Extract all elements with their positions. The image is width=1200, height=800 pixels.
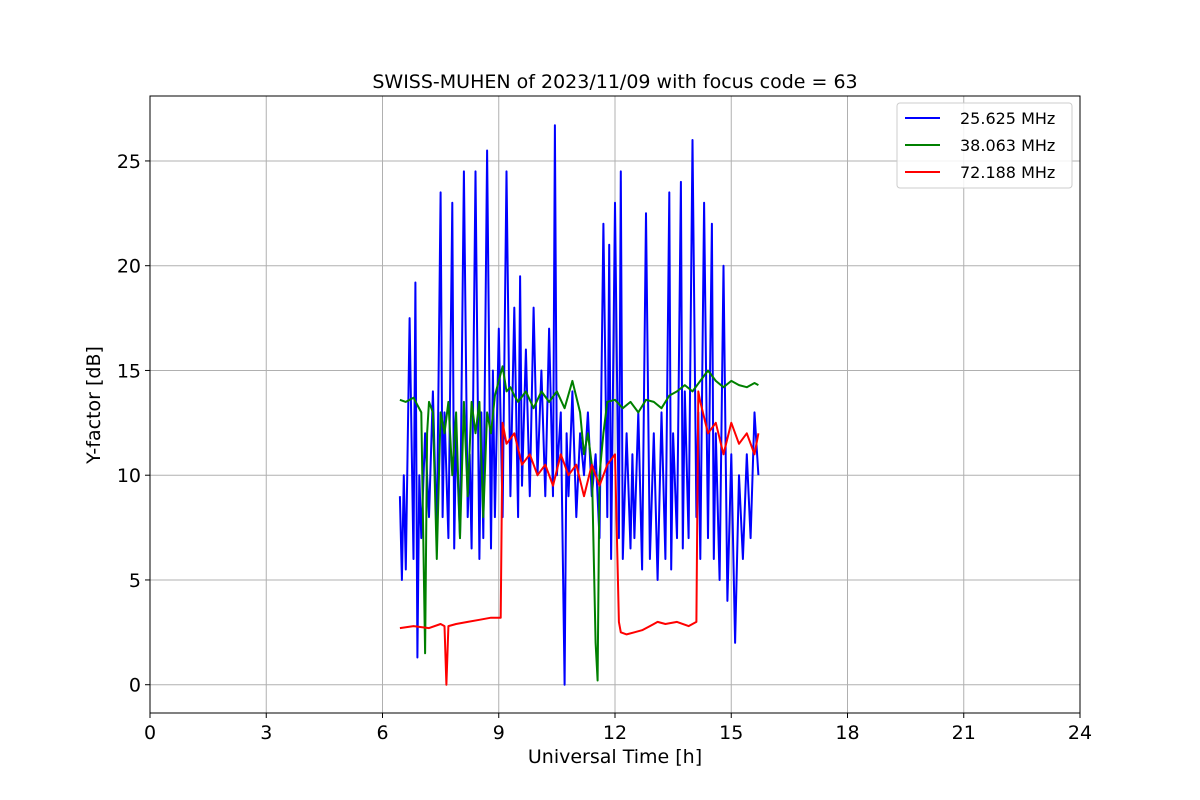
y-tick-label: 20 — [117, 256, 141, 278]
x-tick-label: 15 — [719, 722, 743, 744]
series-line-3 — [399, 390, 760, 686]
y-axis-label: Y-factor [dB] — [83, 346, 105, 465]
x-tick-label: 18 — [835, 722, 859, 744]
series-line-1 — [398, 124, 760, 686]
legend-label-1: 25.625 MHz — [960, 109, 1055, 128]
x-tick-label: 3 — [260, 722, 272, 744]
y-tick-label: 25 — [117, 151, 141, 173]
ticks: 0 3 6 9 12 15 18 21 24 0 5 10 15 20 25 — [117, 151, 1092, 744]
legend: 25.625 MHz 38.063 MHz 72.188 MHz — [896, 102, 1073, 189]
x-tick-label: 9 — [493, 722, 505, 744]
y-tick-label: 10 — [117, 465, 141, 487]
legend-box — [896, 102, 1073, 189]
y-tick-label: 5 — [129, 570, 141, 592]
legend-label-3: 72.188 MHz — [960, 163, 1055, 182]
y-tick-label: 0 — [129, 675, 141, 697]
series-line-2 — [399, 365, 759, 682]
x-tick-label: 24 — [1068, 722, 1092, 744]
x-tick-label: 12 — [603, 722, 627, 744]
x-tick-label: 6 — [376, 722, 388, 744]
x-axis-label: Universal Time [h] — [528, 746, 702, 768]
plot-series — [398, 124, 760, 686]
x-tick-label: 21 — [952, 722, 976, 744]
x-tick-label: 0 — [144, 722, 156, 744]
y-tick-label: 15 — [117, 360, 141, 382]
legend-label-2: 38.063 MHz — [960, 136, 1055, 155]
chart-title: SWISS-MUHEN of 2023/11/09 with focus cod… — [372, 71, 857, 93]
